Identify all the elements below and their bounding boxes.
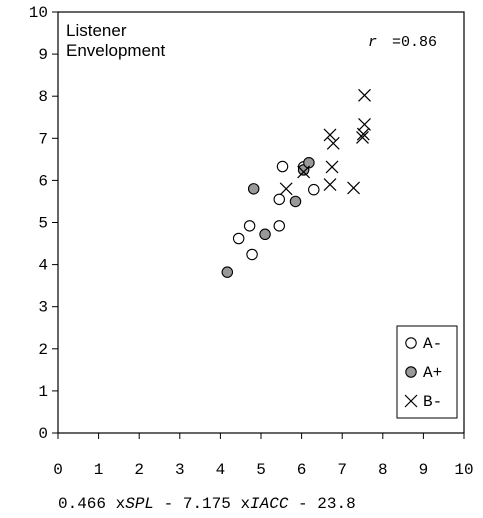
x-tick-label: 10: [454, 461, 473, 479]
y-tick-label: 6: [38, 172, 48, 190]
correlation-variable: r: [368, 34, 377, 51]
data-point-a-plus: [247, 183, 260, 195]
data-point-b-minus: [323, 128, 337, 142]
y-tick-label: 10: [29, 4, 48, 22]
chart-title-line-2: Envelopment: [66, 41, 166, 60]
legend-marker-a-minus: [405, 337, 417, 349]
data-point-a-minus: [276, 160, 289, 173]
data-point-a-plus: [289, 195, 302, 208]
x-tick-label: 4: [216, 461, 226, 479]
data-point-a-plus: [221, 266, 234, 278]
data-point-b-minus: [325, 160, 339, 174]
y-tick-label: 3: [38, 299, 48, 317]
x-axis: 0 1 2 3 4 5 6 7 8 9 10: [53, 433, 474, 479]
x-tick-label: 0: [53, 461, 63, 479]
x-tick-label: 3: [175, 461, 185, 479]
data-point-a-plus: [303, 156, 315, 169]
data-markers: [221, 88, 371, 278]
y-tick-label: 7: [38, 130, 48, 148]
y-tick-label: 9: [38, 46, 48, 64]
legend-label-a-minus: A-: [423, 335, 442, 353]
x-tick-label: 6: [297, 461, 307, 479]
data-point-a-minus: [232, 232, 245, 245]
data-point-b-minus: [356, 131, 369, 144]
x-axis-label: 0.466 xSPL - 7.175 xIACC - 23.8: [58, 495, 356, 513]
x-axis-label-part-2: - 7.175 x: [154, 495, 250, 513]
x-tick-label: 7: [337, 461, 347, 479]
legend: A- A+ B-: [396, 325, 458, 419]
x-tick-label: 2: [134, 461, 144, 479]
y-tick-label: 8: [38, 88, 48, 106]
y-tick-label: 1: [38, 383, 48, 401]
legend-label-a-plus: A+: [423, 364, 442, 382]
data-point-a-minus: [246, 248, 258, 261]
x-tick-label: 5: [256, 461, 266, 479]
x-axis-label-part-1: 0.466 x: [58, 495, 125, 513]
x-tick-label: 8: [378, 461, 388, 479]
y-axis: 0 1 2 3 4 5 6 7 8 9 10: [29, 4, 58, 443]
legend-marker-a-plus: [405, 366, 417, 378]
correlation-value: =0.86: [392, 34, 437, 51]
data-point-a-minus: [308, 183, 320, 196]
data-point-a-plus: [259, 228, 271, 241]
y-tick-label: 5: [38, 215, 48, 233]
data-point-b-minus: [297, 165, 311, 179]
x-axis-label-iacc: IACC: [250, 495, 289, 513]
chart-title: Listener Envelopment: [66, 21, 166, 60]
data-point-a-minus: [273, 193, 286, 206]
data-point-b-minus: [347, 181, 360, 195]
legend-marker-b-minus: [404, 394, 418, 408]
chart-title-line-1: Listener: [66, 21, 127, 40]
x-tick-label: 9: [419, 461, 429, 479]
x-axis-label-part-3: - 23.8: [288, 495, 355, 513]
data-point-b-minus: [358, 117, 371, 131]
y-tick-label: 0: [38, 425, 48, 443]
x-tick-label: 1: [94, 461, 104, 479]
data-point-b-minus: [279, 182, 293, 196]
data-point-b-minus: [326, 136, 340, 150]
y-tick-label: 2: [38, 341, 48, 359]
plot-area: [57, 11, 465, 434]
data-point-a-minus: [243, 220, 256, 232]
data-point-a-minus: [273, 220, 286, 232]
correlation-annotation: r =0.86: [368, 34, 437, 51]
data-point-b-minus: [323, 178, 337, 192]
x-axis-label-spl: SPL: [125, 495, 154, 513]
legend-label-b-minus: B-: [423, 393, 442, 411]
y-tick-label: 4: [38, 257, 48, 275]
data-point-b-minus: [358, 88, 371, 102]
